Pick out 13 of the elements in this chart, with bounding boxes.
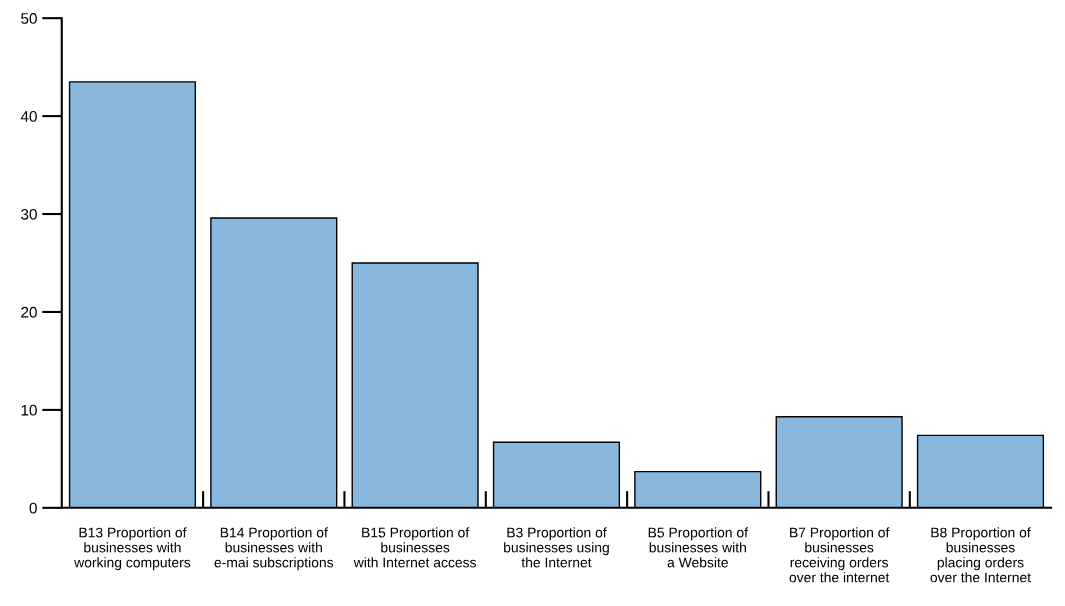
x-tick-label: B5 Proportion of businesses with a Website bbox=[648, 527, 749, 568]
x-tick-label: B7 Proportion of businesses receiving orders over the internet bbox=[789, 527, 890, 583]
x-tick-label: B3 Proportion of businesses using the Internet bbox=[504, 527, 609, 568]
x-tick-label: B8 Proportion of businesses placing orders over the Internet bbox=[930, 527, 1031, 583]
y-tick-label: 40 bbox=[20, 110, 37, 122]
y-tick-label: 30 bbox=[21, 208, 37, 220]
y-tick-label: 10 bbox=[21, 404, 37, 416]
y-tick-label: 50 bbox=[21, 13, 37, 24]
x-tick-label: B14 Proportion of businesses with e-mai subscriptions bbox=[214, 527, 334, 571]
y-tick-label: 0 bbox=[29, 502, 37, 514]
x-tick-label: B13 Proportion of businesses with working computers bbox=[74, 527, 191, 571]
x-tick-label: B15 Proportion of businesses with Internet access bbox=[353, 527, 476, 568]
y-tick-label: 20 bbox=[21, 306, 37, 318]
